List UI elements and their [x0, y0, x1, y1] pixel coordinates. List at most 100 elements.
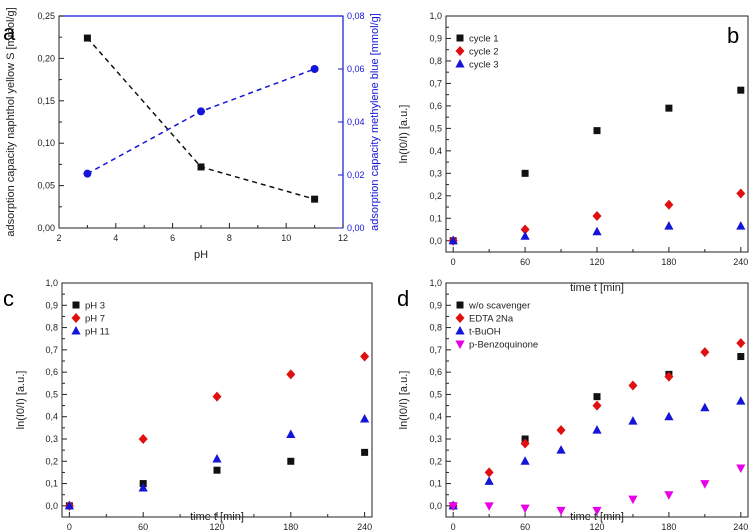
y-tick-label: 0,4: [429, 146, 442, 156]
y-tick-label: 0,3: [45, 434, 58, 444]
chart-panel-a: 2 4 6 8 10 120,000,050,100,150,200,250,000,02…: [5, 7, 381, 261]
legend-marker: [71, 326, 80, 335]
y-tick-label: 0,05: [37, 181, 55, 191]
data-point: [628, 496, 637, 505]
panel-letter-c: c: [3, 286, 14, 311]
y-tick-label: 0,2: [429, 456, 442, 466]
x-tick-label: 0: [451, 522, 456, 530]
y2-tick-label: 0,06: [347, 64, 365, 74]
x-tick-label: 10: [281, 233, 291, 243]
data-point: [665, 105, 672, 112]
legend-label: pH 11: [85, 327, 110, 338]
y2-tick-label: 0,08: [347, 11, 365, 21]
y-tick-label: 0,6: [45, 367, 58, 377]
data-point: [139, 434, 148, 444]
y-tick-label: 0,8: [45, 323, 58, 333]
y-tick-label: 0,9: [429, 33, 442, 43]
y-tick-label: 0,1: [45, 479, 58, 489]
legend-label: pH 3: [85, 301, 105, 312]
panel-letter-d: d: [397, 286, 409, 311]
x-tick-label: 120: [589, 522, 604, 530]
y-tick-label: 0,7: [45, 345, 58, 355]
y-tick-label: 0,7: [429, 78, 442, 88]
y-tick-label: 0,9: [429, 300, 442, 310]
data-point: [737, 353, 744, 360]
data-point: [520, 505, 529, 513]
figure: a b c d 2 4 6 8 10 120,000,050,100,150,200,25…: [0, 0, 750, 530]
legend-label: p-Benzoquinone: [469, 340, 538, 351]
y-tick-label: 0,6: [429, 101, 442, 111]
x-tick-label: 12: [338, 233, 348, 243]
legend-marker: [457, 302, 464, 309]
y2-axis-label: adsorption capacity methylene blue [mmol…: [369, 13, 381, 231]
data-point: [593, 211, 602, 221]
data-point: [212, 454, 221, 463]
x-tick-label: 120: [209, 522, 224, 530]
legend-label: cycle 1: [469, 34, 499, 45]
x-axis-label: time t [min]: [190, 511, 244, 523]
legend-label: w/o scavenger: [468, 301, 530, 312]
data-point: [485, 476, 494, 485]
x-tick-label: 60: [520, 522, 530, 530]
y-tick-label: 0,1: [429, 213, 442, 223]
y-tick-label: 1,0: [45, 278, 58, 288]
data-point: [84, 35, 91, 42]
x-tick-label: 6: [170, 233, 175, 243]
data-point: [628, 416, 637, 425]
data-point: [736, 464, 745, 473]
data-point: [361, 449, 368, 456]
data-point: [311, 196, 318, 203]
data-point: [664, 491, 673, 500]
y-tick-label: 1,0: [429, 278, 442, 288]
chart-panel-b: 0 60 120 180 240 0,0 0,1 0,2 0,3 0,4 0,5 0,6 0,7 0,8 0…: [398, 11, 748, 294]
data-point: [520, 231, 529, 240]
x-tick-label: 60: [138, 522, 148, 530]
legend-marker: [72, 313, 81, 323]
y-tick-label: 0,25: [37, 11, 55, 21]
x-tick-label: 60: [520, 257, 530, 267]
y-axis-label: ln(I0/I) [a.u.]: [398, 371, 410, 430]
y-tick-label: 0,4: [45, 412, 58, 422]
y-tick-label: 0,9: [45, 300, 58, 310]
data-point: [664, 221, 673, 230]
chart-panel-d: 0 60 120 180 2400,00,10,20,30,40,50,60,70,80…: [398, 278, 748, 530]
data-point: [700, 347, 709, 357]
data-point: [287, 458, 294, 465]
chart-panel-c: 0 60 120 180 240 0,0 0,1 0,2 0,3 0,4 0,5 0,6 0,7 0,8 0…: [15, 278, 372, 530]
data-point: [214, 467, 221, 474]
legend-label: cycle 3: [469, 60, 499, 71]
y-tick-label: 0,8: [429, 323, 442, 333]
y-axis-label: ln(I0/I) [a.u.]: [15, 371, 27, 430]
y-axis-label: ln(I0/I) [a.u.]: [398, 105, 410, 164]
data-point: [664, 200, 673, 210]
y-tick-label: 0,15: [37, 96, 55, 106]
data-point: [360, 414, 369, 423]
y-tick-label: 0,10: [37, 138, 55, 148]
y-tick-label: 0,5: [429, 123, 442, 133]
x-tick-label: 180: [283, 522, 298, 530]
data-point: [485, 502, 494, 511]
y2-tick-label: 0,00: [347, 223, 365, 233]
legend-marker: [456, 313, 465, 323]
x-tick-label: 180: [661, 257, 676, 267]
data-point: [556, 445, 565, 454]
y-tick-label: 0,00: [37, 223, 55, 233]
y-tick-label: 0,6: [429, 367, 442, 377]
x-tick-label: 0: [451, 257, 456, 267]
data-point: [700, 403, 709, 412]
y-tick-label: 1,0: [429, 11, 442, 21]
panel-letter-b: b: [727, 23, 739, 48]
data-point: [198, 163, 205, 170]
legend-label: pH 7: [85, 314, 105, 325]
data-point: [213, 392, 222, 402]
legend-marker: [455, 59, 464, 68]
data-point: [556, 507, 565, 515]
x-axis-label: pH: [194, 249, 208, 261]
legend-marker: [457, 35, 464, 42]
data-point: [592, 227, 601, 236]
plot-frame: [59, 16, 343, 228]
data-point: [286, 369, 295, 379]
data-point: [311, 65, 319, 73]
x-tick-label: 240: [357, 522, 372, 530]
data-point: [522, 170, 529, 177]
